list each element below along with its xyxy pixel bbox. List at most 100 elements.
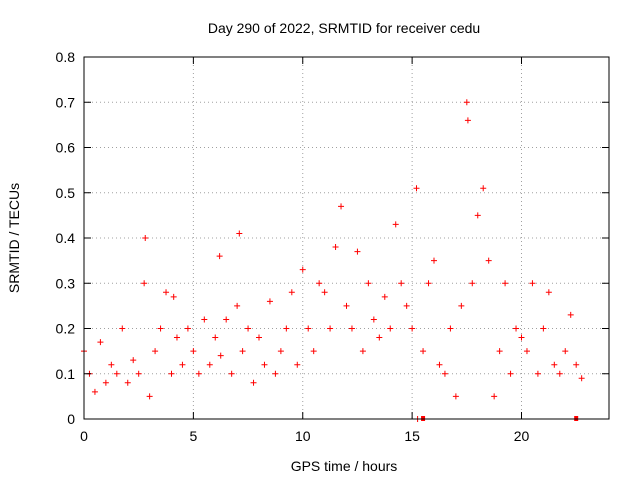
y-tick-label: 0.5: [56, 185, 76, 201]
data-point: [376, 334, 383, 341]
chart-title: Day 290 of 2022, SRMTID for receiver ced…: [208, 20, 480, 36]
x-tick-label: 15: [404, 428, 420, 444]
data-point: [299, 266, 306, 273]
data-point: [469, 280, 476, 287]
x-tick-label: 0: [80, 428, 88, 444]
data-point: [305, 325, 312, 332]
y-tick-label: 0.8: [56, 49, 76, 65]
data-point: [458, 302, 465, 309]
data-point: [135, 370, 142, 377]
data-point: [464, 117, 471, 124]
data-point: [502, 280, 509, 287]
data-point: [277, 348, 284, 355]
data-point: [578, 375, 585, 382]
data-point: [513, 325, 520, 332]
data-point: [545, 289, 552, 296]
data-point: [119, 325, 126, 332]
data-point: [365, 280, 372, 287]
data-point: [239, 348, 246, 355]
data-point: [261, 361, 268, 368]
data-point: [152, 348, 159, 355]
data-point: [184, 325, 191, 332]
data-point: [332, 244, 339, 251]
data-point: [102, 379, 109, 386]
data-point: [141, 280, 148, 287]
data-point: [562, 348, 569, 355]
data-point: [359, 348, 366, 355]
data-point: [201, 316, 208, 323]
data-point: [206, 361, 213, 368]
data-point: [234, 302, 241, 309]
data-point: [272, 370, 279, 377]
data-point: [381, 293, 388, 300]
data-point: [523, 348, 530, 355]
data-point: [409, 325, 416, 332]
data-point: [392, 221, 399, 228]
data-point: [173, 334, 180, 341]
data-point: [212, 334, 219, 341]
y-tick-label: 0.2: [56, 321, 76, 337]
y-tick-label: 0.1: [56, 366, 76, 382]
y-axis-label: SRMTID / TECUs: [6, 183, 22, 293]
data-point: [573, 361, 580, 368]
data-point: [294, 361, 301, 368]
data-point: [190, 348, 197, 355]
data-point: [556, 370, 563, 377]
data-point: [534, 370, 541, 377]
data-point: [463, 99, 470, 106]
x-axis-label: GPS time / hours: [291, 458, 398, 474]
data-point: [124, 379, 131, 386]
data-point: [142, 235, 149, 241]
data-point: [480, 185, 487, 192]
data-point: [507, 370, 514, 377]
y-tick-label: 0.4: [56, 230, 76, 246]
data-point: [398, 280, 405, 287]
data-point: [370, 316, 377, 323]
data-point: [245, 325, 252, 332]
data-points: [81, 99, 585, 422]
data-point: [327, 325, 334, 332]
y-tick-label: 0.7: [56, 94, 76, 110]
data-point: [343, 302, 350, 309]
data-point: [179, 361, 186, 368]
data-point: [236, 230, 243, 237]
data-point: [217, 352, 224, 359]
data-point: [157, 325, 164, 332]
x-tick-label: 5: [189, 428, 197, 444]
plot-frame: [83, 56, 610, 420]
data-point: [256, 334, 262, 341]
data-point: [529, 280, 536, 287]
data-point: [170, 293, 177, 300]
data-point: [146, 393, 153, 400]
data-point: [436, 361, 443, 368]
data-point: [567, 311, 574, 318]
data-point: [452, 393, 459, 400]
data-point: [321, 289, 328, 296]
data-point: [228, 370, 235, 377]
data-point: [485, 257, 492, 264]
data-point: [223, 316, 230, 323]
data-point: [348, 325, 355, 332]
data-point: [108, 361, 115, 368]
data-point: [216, 253, 223, 260]
data-point: [113, 370, 120, 377]
data-point: [195, 370, 202, 377]
data-point: [310, 348, 317, 355]
y-tick-label: 0.3: [56, 275, 76, 291]
data-point: [441, 370, 448, 377]
data-point: [431, 257, 437, 264]
data-point: [316, 280, 323, 287]
data-point: [250, 379, 257, 386]
data-point: [403, 302, 410, 309]
data-point: [420, 348, 427, 355]
data-point: [474, 212, 481, 219]
data-point: [496, 348, 503, 355]
data-point: [338, 203, 345, 210]
y-tick-label: 0: [67, 411, 75, 427]
data-point: [283, 325, 290, 332]
data-point: [168, 370, 175, 377]
data-point: [447, 325, 454, 332]
data-point: [130, 357, 137, 364]
data-point: [91, 388, 98, 395]
